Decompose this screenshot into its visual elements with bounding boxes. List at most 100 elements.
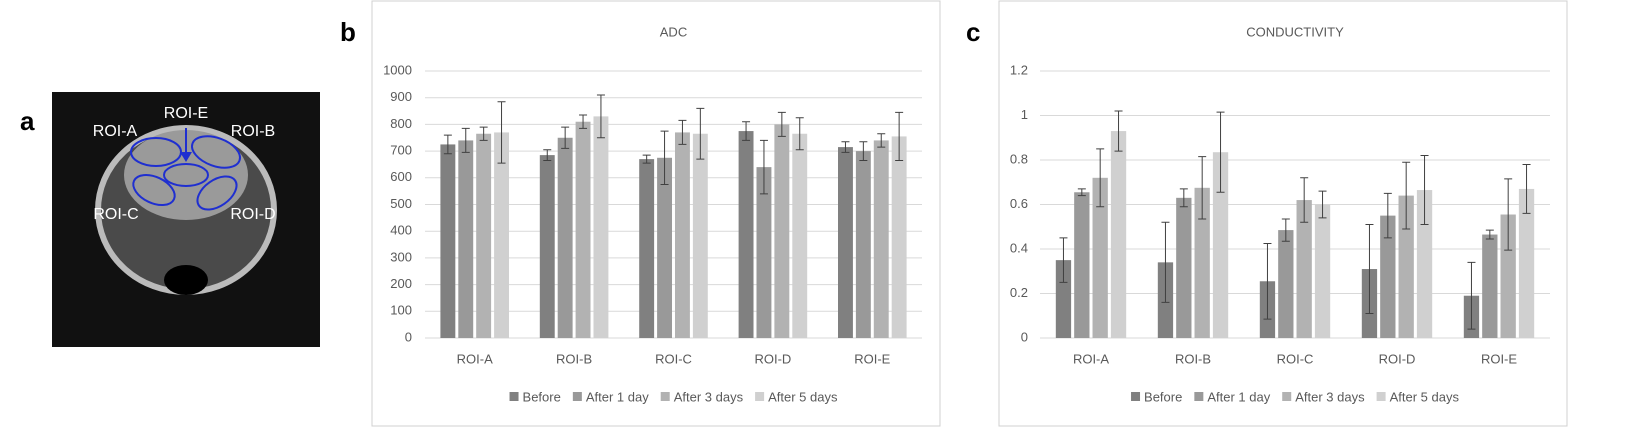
bar [639,159,655,338]
bar [539,155,555,338]
y-tick-label: 700 [390,143,412,158]
legend-swatch [509,392,519,401]
legend-swatch [1282,392,1292,401]
legend-label: After 5 days [768,389,838,404]
error-bar [479,126,488,141]
error-bar [696,107,705,160]
legend-swatch [755,392,765,401]
error-bar [461,127,470,153]
y-tick-label: 1 [1021,107,1028,122]
bar [738,131,754,338]
error-bar [1216,111,1225,193]
error-bar [1383,192,1392,239]
error-bar [1096,148,1105,208]
panel-label: c [966,17,980,47]
error-bar [877,133,886,148]
error-bar [1522,163,1531,214]
error-bar [895,111,904,161]
legend-swatch [572,392,582,401]
bar [1194,187,1210,338]
bar [593,116,609,338]
x-tick-label: ROI-D [1379,351,1416,366]
y-tick-label: 600 [390,169,412,184]
error-bar [859,141,868,161]
legend-label: Before [523,389,561,404]
y-tick-label: 300 [390,249,412,264]
roi-label: ROI-A [93,123,138,140]
error-bar [1420,155,1429,226]
bar [1278,230,1294,338]
error-bar [660,130,669,185]
y-tick-label: 800 [390,116,412,131]
bar [873,140,889,338]
chart-title: ADC [660,24,687,39]
error-bar [1179,188,1188,208]
error-bar [1504,178,1513,251]
y-tick-label: 0 [405,329,412,344]
bar [575,121,591,338]
error-bar [795,117,804,151]
error-bar [759,139,768,195]
legend-label: After 1 day [1207,389,1270,404]
error-bar [841,141,850,153]
bar [692,133,708,338]
bar [1176,197,1192,338]
bar [756,167,772,338]
x-tick-label: ROI-B [1175,351,1211,366]
y-tick-label: 500 [390,196,412,211]
chart-frame [371,0,941,427]
legend-label: After 3 days [1295,389,1365,404]
bar [557,137,573,338]
bar [891,136,907,338]
error-bar [1300,177,1309,223]
bar [1314,204,1331,338]
y-tick-label: 1000 [383,62,412,77]
bar [838,147,853,338]
error-bar [443,134,452,155]
bar [1416,190,1433,338]
bar [792,133,808,338]
mri-image [52,92,320,347]
bar [1074,192,1090,338]
x-tick-label: ROI-E [854,351,890,366]
error-bar [1263,242,1272,320]
y-tick-label: 0.2 [1010,285,1028,300]
legend-swatch [1376,392,1386,401]
legend-label: After 1 day [586,389,649,404]
x-tick-label: ROI-B [556,351,592,366]
y-tick-label: 0.8 [1010,151,1028,166]
bar [1518,188,1535,338]
error-bar [1281,218,1290,242]
x-tick-label: ROI-A [457,351,493,366]
bar [657,157,673,338]
legend-label: After 5 days [1390,389,1460,404]
y-tick-label: 900 [390,89,412,104]
x-tick-label: ROI-A [1073,351,1109,366]
error-bar [543,149,552,161]
error-bar [1402,161,1411,230]
bar [1482,234,1498,338]
bar [476,133,492,338]
y-tick-label: 0 [1021,329,1028,344]
y-tick-label: 0.6 [1010,196,1028,211]
legend-swatch [1194,392,1204,401]
x-tick-label: ROI-C [1277,351,1314,366]
panel-label: a [20,106,35,136]
y-tick-label: 200 [390,276,412,291]
bar [494,132,509,338]
y-tick-label: 100 [390,303,412,318]
y-tick-label: 0.4 [1010,240,1028,255]
error-bar [596,94,605,139]
error-bar [579,114,588,129]
error-bar [777,111,786,137]
error-bar [1161,221,1170,303]
error-bar [1198,156,1207,220]
bar [1092,177,1108,338]
bar [1500,214,1516,338]
bar [440,144,456,338]
y-tick-label: 400 [390,223,412,238]
x-tick-label: ROI-E [1481,351,1517,366]
error-bar [561,126,570,149]
roi-label: ROI-D [230,206,275,223]
